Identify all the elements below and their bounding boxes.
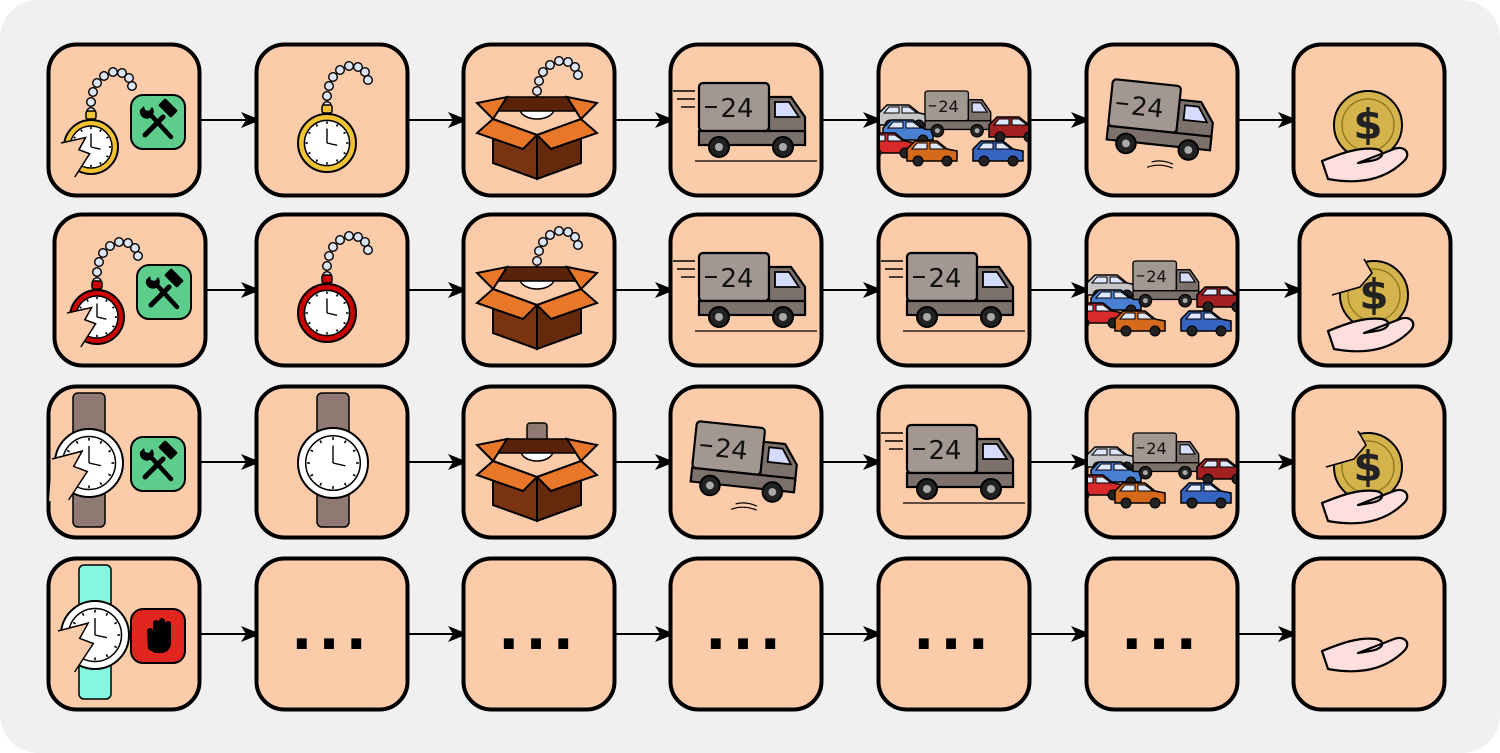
hand-with-broken-coin-icon: $ <box>1326 258 1415 353</box>
ellipsis-icon: ... <box>291 598 373 663</box>
step-tile <box>46 42 202 198</box>
step-tile <box>254 42 410 198</box>
arrow-layer <box>199 112 1304 642</box>
tile-layer: 24 24 24 $24 24 24 $24 24 24 $............... <box>46 42 1453 712</box>
truck-label: 24 <box>720 264 753 294</box>
step-tile: 24 <box>668 42 824 198</box>
stop-hand-icon <box>130 608 186 664</box>
repair-tools-icon <box>136 264 192 320</box>
ellipsis-text: ... <box>291 598 373 663</box>
tile-frame <box>254 556 410 712</box>
step-tile: ... <box>254 556 410 712</box>
broken-wristwatch-teal-icon <box>55 564 130 700</box>
step-tile: 24 <box>876 212 1032 368</box>
delivery-truck-icon: 24 <box>881 423 1025 504</box>
step-tile <box>461 384 617 540</box>
truck-label: 24 <box>1146 267 1167 286</box>
step-tile: $ <box>1291 384 1447 540</box>
step-tile: ... <box>461 556 617 712</box>
row-1: 24 24 24 $ <box>46 42 1447 198</box>
ellipsis-icon: ... <box>1121 598 1203 663</box>
step-tile: 24 <box>876 42 1032 198</box>
tile-frame <box>461 556 617 712</box>
hand-with-broken-coin-icon: $ <box>1320 430 1409 525</box>
step-tile <box>254 384 410 540</box>
step-tile: ... <box>1084 556 1240 712</box>
step-tile: 24 <box>1084 42 1240 198</box>
step-tile <box>461 212 617 368</box>
row-4: ............... <box>46 556 1447 712</box>
truck-in-traffic-icon: 24 <box>1088 260 1236 337</box>
step-tile: 24 <box>876 384 1032 540</box>
step-tile: ... <box>668 556 824 712</box>
repair-tools-icon <box>130 436 186 492</box>
step-tile <box>52 212 208 368</box>
truck-crashed-icon: 24 <box>689 420 798 511</box>
broken-wristwatch-icon <box>49 392 124 528</box>
truck-label: 24 <box>928 264 961 294</box>
step-tile <box>254 212 410 368</box>
empty-hand-icon <box>1320 636 1409 673</box>
box-with-wristwatch-icon <box>474 422 600 523</box>
row-2: 24 24 24 $ <box>52 212 1453 368</box>
delivery-truck-icon: 24 <box>673 251 817 332</box>
box-with-watch-icon <box>474 225 600 351</box>
broken-pocket-watch-gold-icon <box>58 67 137 178</box>
repair-tools-icon <box>130 94 186 150</box>
step-tile: $ <box>1297 212 1453 368</box>
pocket-watch-red-icon <box>297 231 373 343</box>
ellipsis-icon: ... <box>498 598 580 663</box>
box-with-watch-icon <box>474 55 600 181</box>
ellipsis-text: ... <box>705 598 787 663</box>
step-tile: 24 <box>668 384 824 540</box>
step-tile: 24 <box>1084 212 1240 368</box>
pocket-watch-gold-icon <box>297 61 373 173</box>
step-tile <box>46 556 202 712</box>
ellipsis-text: ... <box>913 598 995 663</box>
ellipsis-text: ... <box>498 598 580 663</box>
step-tile <box>46 384 202 540</box>
truck-label: 24 <box>938 97 959 116</box>
dollar-sign: $ <box>1353 100 1382 149</box>
step-tile: ... <box>876 556 1032 712</box>
ellipsis-text: ... <box>1121 598 1203 663</box>
truck-crashed-icon: 24 <box>1105 78 1214 169</box>
ellipsis-icon: ... <box>913 598 995 663</box>
truck-in-traffic-icon: 24 <box>880 90 1028 167</box>
tile-frame <box>876 556 1032 712</box>
broken-pocket-watch-red-icon <box>64 237 143 348</box>
step-tile: 24 <box>668 212 824 368</box>
hand-with-coin-icon: $ <box>1320 90 1409 183</box>
ellipsis-icon: ... <box>705 598 787 663</box>
truck-label: 24 <box>1130 91 1165 124</box>
step-tile: 24 <box>1084 384 1240 540</box>
wristwatch-icon <box>297 392 369 528</box>
tile-frame <box>1291 556 1447 712</box>
truck-label: 24 <box>928 436 961 466</box>
step-tile <box>1291 556 1447 712</box>
tile-frame <box>1084 556 1240 712</box>
row-3: 24 24 24 $ <box>46 384 1447 540</box>
truck-label: 24 <box>1146 439 1167 458</box>
truck-label: 24 <box>720 94 753 124</box>
delivery-truck-icon: 24 <box>881 251 1025 332</box>
delivery-truck-icon: 24 <box>673 81 817 162</box>
tile-frame <box>668 556 824 712</box>
step-tile <box>461 42 617 198</box>
truck-label: 24 <box>714 433 749 466</box>
step-tile: $ <box>1291 42 1447 198</box>
truck-in-traffic-icon: 24 <box>1088 432 1236 509</box>
